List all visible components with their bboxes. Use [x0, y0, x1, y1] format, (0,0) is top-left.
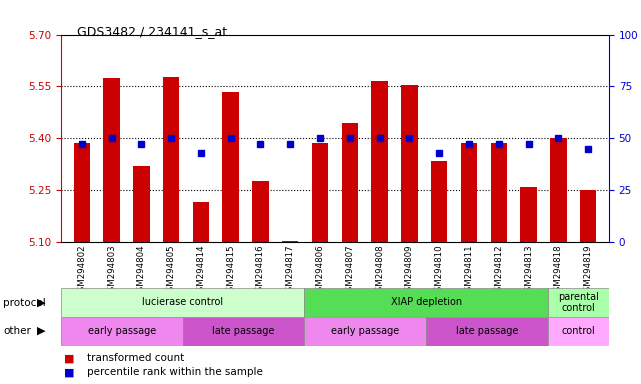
Text: ■: ■ [64, 367, 74, 377]
Bar [426, 317, 548, 346]
Text: lucierase control: lucierase control [142, 297, 223, 308]
Text: GSM294817: GSM294817 [286, 244, 295, 297]
Text: parental
control: parental control [558, 291, 599, 313]
Text: early passage: early passage [88, 326, 156, 336]
Bar [342, 123, 358, 242]
Bar [282, 241, 299, 242]
Text: protocol: protocol [3, 298, 46, 308]
Text: XIAP depletion: XIAP depletion [391, 297, 462, 308]
Text: GSM294819: GSM294819 [583, 244, 592, 297]
Text: GSM294808: GSM294808 [375, 244, 384, 297]
Bar [61, 317, 183, 346]
Text: GSM294811: GSM294811 [465, 244, 474, 297]
Bar [304, 317, 426, 346]
Text: GSM294815: GSM294815 [226, 244, 235, 297]
Bar [401, 85, 417, 242]
Bar [183, 317, 304, 346]
Bar [580, 190, 596, 242]
Bar [371, 81, 388, 242]
Text: ■: ■ [64, 353, 74, 363]
Text: other: other [3, 326, 31, 336]
Text: GSM294803: GSM294803 [107, 244, 116, 297]
Text: percentile rank within the sample: percentile rank within the sample [87, 367, 262, 377]
Bar [253, 181, 269, 242]
Text: control: control [562, 326, 595, 336]
Bar [222, 92, 239, 242]
Text: GSM294809: GSM294809 [405, 244, 414, 297]
Text: GSM294814: GSM294814 [196, 244, 205, 297]
Text: GSM294806: GSM294806 [315, 244, 324, 297]
Text: GSM294818: GSM294818 [554, 244, 563, 297]
Text: GSM294807: GSM294807 [345, 244, 354, 297]
Text: late passage: late passage [456, 326, 519, 336]
Text: GDS3482 / 234141_s_at: GDS3482 / 234141_s_at [77, 25, 227, 38]
Text: ▶: ▶ [37, 298, 46, 308]
Text: GSM294810: GSM294810 [435, 244, 444, 297]
Text: GSM294804: GSM294804 [137, 244, 146, 297]
Bar [312, 144, 328, 242]
Bar [431, 161, 447, 242]
Bar [548, 317, 609, 346]
Text: GSM294812: GSM294812 [494, 244, 503, 297]
Text: late passage: late passage [212, 326, 275, 336]
Text: GSM294802: GSM294802 [78, 244, 87, 297]
Bar [61, 288, 304, 317]
Text: GSM294805: GSM294805 [167, 244, 176, 297]
Text: early passage: early passage [331, 326, 399, 336]
Bar [520, 187, 537, 242]
Bar [193, 202, 209, 242]
Bar [461, 144, 477, 242]
Bar [163, 77, 179, 242]
Bar [304, 288, 548, 317]
Text: transformed count: transformed count [87, 353, 184, 363]
Bar [550, 138, 567, 242]
Bar [133, 166, 149, 242]
Text: ▶: ▶ [37, 326, 46, 336]
Bar [103, 78, 120, 242]
Bar [490, 144, 507, 242]
Bar [548, 288, 609, 317]
Text: GSM294816: GSM294816 [256, 244, 265, 297]
Text: GSM294813: GSM294813 [524, 244, 533, 297]
Bar [74, 144, 90, 242]
